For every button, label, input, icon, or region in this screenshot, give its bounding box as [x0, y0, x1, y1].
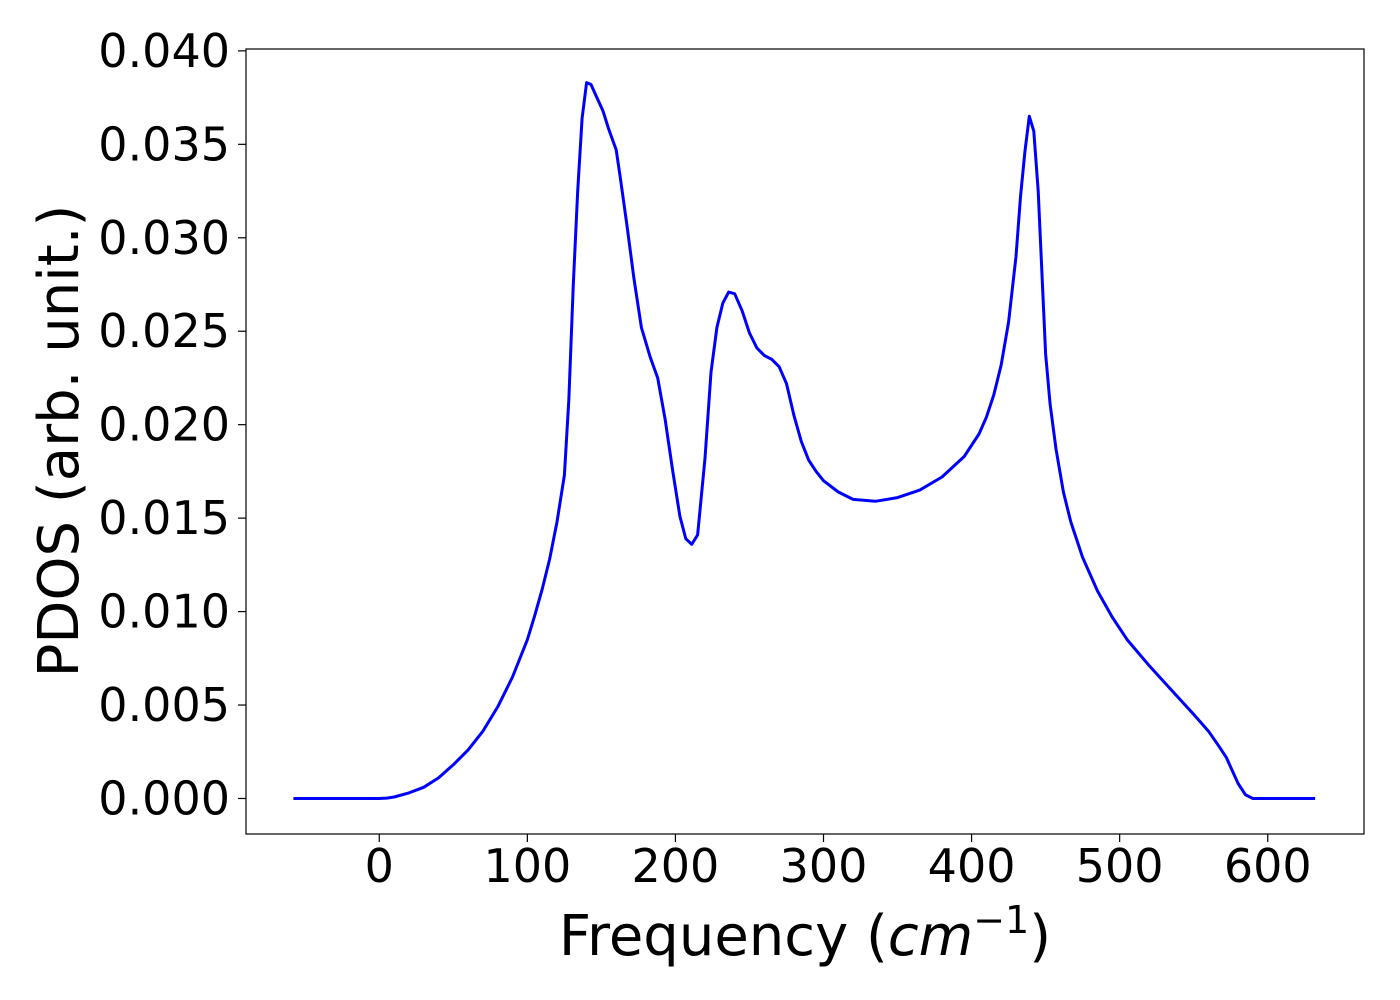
- series-layer: [293, 81, 1316, 800]
- x-tick-label: 0: [365, 839, 394, 893]
- x-tick-label: 600: [1224, 839, 1312, 893]
- y-tick-label: 0.015: [98, 491, 230, 545]
- y-tick-label: 0.030: [98, 211, 230, 265]
- x-tick-label: 300: [780, 839, 868, 893]
- y-tick-label: 0.035: [98, 117, 230, 171]
- x-axis-label: Frequency (cm−1): [559, 898, 1051, 969]
- y-tick-label: 0.020: [98, 398, 230, 452]
- y-tick-label: 0.025: [98, 304, 230, 358]
- y-tick-label: 0.000: [98, 771, 230, 825]
- y-tick-label: 0.005: [98, 678, 230, 732]
- x-tick-label: 200: [632, 839, 720, 893]
- y-tick-label: 0.040: [98, 24, 230, 78]
- y-axis-ticks: 0.000 0.005 0.010 0.015 0.020 0.025 0.030 0.035…: [98, 24, 246, 825]
- plot-frame: [245, 48, 1365, 835]
- y-axis-label: PDOS (arb. unit.): [27, 205, 92, 678]
- x-tick-label: 100: [483, 839, 571, 893]
- series-line-1: [293, 81, 1316, 800]
- x-tick-label: 400: [928, 839, 1016, 893]
- x-tick-label: 500: [1076, 839, 1164, 893]
- y-tick-label: 0.010: [98, 585, 230, 639]
- x-axis-ticks: 0 100 200 300 400 500 600: [365, 834, 1312, 893]
